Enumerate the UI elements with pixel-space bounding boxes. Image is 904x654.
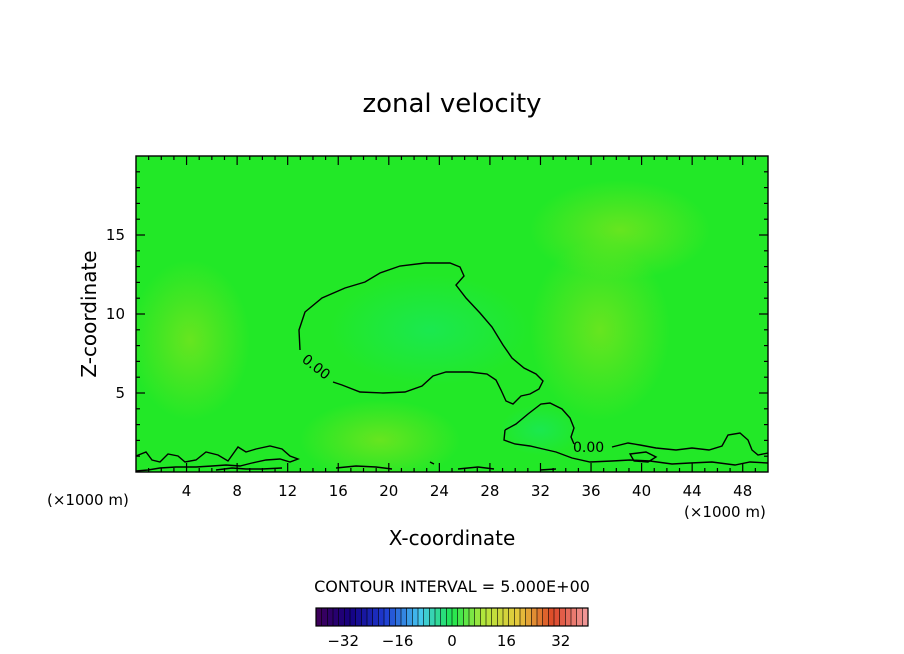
colorbar-segment	[474, 608, 481, 626]
colorbar-tick-label: 32	[551, 632, 570, 650]
x-tick-label: 8	[232, 482, 242, 500]
colorbar-segment	[316, 608, 323, 626]
colorbar-segment	[344, 608, 351, 626]
zero-contour	[628, 451, 658, 463]
colorbar-frame	[315, 607, 589, 627]
colorbar-segment	[452, 608, 459, 626]
colorbar-tick-label: −32	[327, 632, 359, 650]
colorbar-segment	[520, 608, 527, 626]
colorbar-tick-labels: −32 −16 0 16 32	[327, 632, 570, 650]
colorbar-segment	[486, 608, 493, 626]
colorbar-segment	[338, 608, 345, 626]
x-tick-label: 12	[278, 482, 297, 500]
colorbar-segment	[446, 608, 453, 626]
colorbar-segment	[429, 608, 436, 626]
colorbar-segment	[571, 608, 578, 626]
colorbar-segment	[554, 608, 561, 626]
colorbar-segment	[321, 608, 328, 626]
colorbar-segment	[367, 608, 374, 626]
x-tick-label: 40	[632, 482, 651, 500]
x-tick-label: 44	[683, 482, 702, 500]
field-negative-patch	[330, 275, 530, 385]
colorbar-segment	[548, 608, 555, 626]
colorbar-segment	[389, 608, 396, 626]
colorbar-segment	[361, 608, 368, 626]
plot-area: 0.00 0.00	[136, 156, 768, 472]
x-axis-label: X-coordinate	[389, 526, 516, 550]
colorbar-segment	[480, 608, 487, 626]
y-tick-label: 10	[106, 305, 125, 323]
zero-contour	[215, 461, 557, 471]
colorbar-segment	[531, 608, 538, 626]
field-positive-patch	[300, 400, 460, 472]
colorbar-segment	[435, 608, 442, 626]
colorbar-segment	[406, 608, 413, 626]
x-tick-label: 20	[379, 482, 398, 500]
colorbar-segment	[503, 608, 510, 626]
colorbar-segment	[469, 608, 476, 626]
colorbar-segment	[508, 608, 515, 626]
colorbar-segment	[395, 608, 402, 626]
colorbar-segment	[355, 608, 362, 626]
zero-contour	[298, 262, 544, 405]
colorbar-segment	[457, 608, 464, 626]
x-tick-label: 16	[329, 482, 348, 500]
x-tick-label: 4	[182, 482, 192, 500]
x-tick-label: 32	[531, 482, 550, 500]
colorbar-segment	[378, 608, 385, 626]
contour-interval-text: CONTOUR INTERVAL = 5.000E+00	[314, 577, 590, 596]
colorbar-segment	[463, 608, 470, 626]
colorbar-segment	[525, 608, 532, 626]
colorbar	[315, 607, 589, 627]
colorbar-segment	[491, 608, 498, 626]
zero-contour	[504, 402, 768, 456]
y-tick-label: 15	[106, 226, 125, 244]
colorbar-segment	[514, 608, 521, 626]
colorbar-segment	[384, 608, 391, 626]
chart-title: zonal velocity	[362, 89, 541, 119]
axis-ticks	[136, 156, 768, 472]
colorbar-segment	[372, 608, 379, 626]
colorbar-segment	[401, 608, 408, 626]
colorbar-tick-label: 16	[497, 632, 516, 650]
colorbar-segment	[565, 608, 572, 626]
colorbar-segment	[423, 608, 430, 626]
x-tick-label: 48	[733, 482, 752, 500]
x-unit-right: (×1000 m)	[684, 503, 766, 521]
field-positive-patch	[530, 180, 710, 280]
x-tick-label: 24	[430, 482, 449, 500]
x-tick-label: 36	[581, 482, 600, 500]
field-positive-patch	[136, 260, 250, 420]
colorbar-segment	[440, 608, 447, 626]
zero-contour	[136, 445, 300, 472]
colorbar-segment	[333, 608, 340, 626]
colorbar-segment	[582, 608, 589, 626]
colorbar-segment	[542, 608, 549, 626]
y-axis-label: Z-coordinate	[77, 250, 101, 377]
x-unit-left: (×1000 m)	[47, 491, 129, 509]
colorbar-tick-label: −16	[382, 632, 414, 650]
colorbar-segment	[537, 608, 544, 626]
colorbar-segment	[350, 608, 357, 626]
y-tick-labels: 5 10 15	[106, 226, 125, 402]
colorbar-segment	[412, 608, 419, 626]
colorbar-tick-label: 0	[447, 632, 457, 650]
colorbar-segment	[327, 608, 334, 626]
colorbar-segment	[497, 608, 504, 626]
colorbar-segment	[576, 608, 583, 626]
colorbar-segment	[559, 608, 566, 626]
colorbar-segment	[418, 608, 425, 626]
y-tick-label: 5	[115, 384, 125, 402]
field-positive-patch	[530, 240, 670, 420]
field-negative-patch	[500, 405, 580, 455]
x-tick-label: 28	[480, 482, 499, 500]
zero-contour	[503, 429, 768, 466]
contour-label: 0.00	[573, 440, 604, 456]
x-tick-labels: 4 8 12 16 20 24 28 32 36 40 44 48	[182, 482, 752, 500]
